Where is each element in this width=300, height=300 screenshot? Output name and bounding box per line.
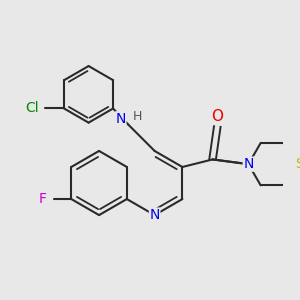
Text: S: S	[295, 157, 300, 171]
Text: N: N	[116, 112, 126, 126]
Text: H: H	[133, 110, 142, 124]
Text: O: O	[211, 110, 223, 124]
Text: N: N	[243, 157, 254, 171]
Text: N: N	[149, 208, 160, 222]
Text: Cl: Cl	[25, 101, 39, 116]
Text: F: F	[39, 192, 47, 206]
